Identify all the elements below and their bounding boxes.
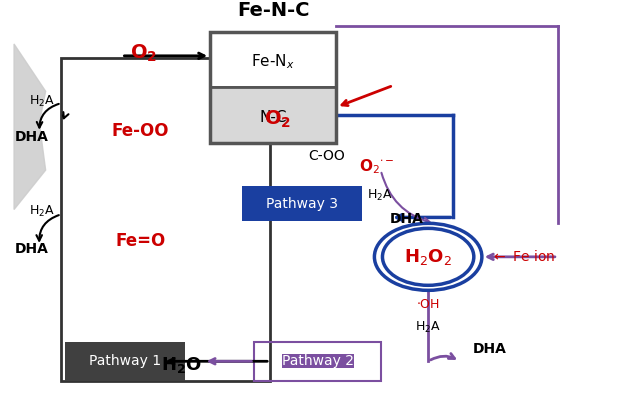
Text: O$_2$$^{\cdot-}$: O$_2$$^{\cdot-}$ [359,157,394,175]
Text: DHA: DHA [15,130,49,144]
Text: Fe-OO: Fe-OO [112,122,170,140]
Polygon shape [14,44,46,210]
Text: DHA: DHA [390,213,424,226]
Text: H$_2$A: H$_2$A [367,188,392,203]
FancyBboxPatch shape [65,341,185,381]
Text: H$_2$A: H$_2$A [415,320,441,335]
Text: $\leftarrow$ Fe ion: $\leftarrow$ Fe ion [491,249,556,264]
Text: Fe-N-C: Fe-N-C [237,1,309,20]
Text: H$_2$A: H$_2$A [29,93,55,109]
FancyBboxPatch shape [242,186,362,222]
Text: Pathway 3: Pathway 3 [265,197,338,211]
Text: Fe=O: Fe=O [116,232,166,250]
FancyBboxPatch shape [210,87,337,142]
Text: $\mathbf{O_2}$: $\mathbf{O_2}$ [130,43,157,64]
Text: Pathway 1: Pathway 1 [89,354,161,368]
Text: H$_2$A: H$_2$A [29,204,55,219]
Text: Pathway 2: Pathway 2 [281,354,354,368]
Text: $\cdot$OH: $\cdot$OH [416,298,440,311]
Text: $\mathbf{H_2O}$: $\mathbf{H_2O}$ [161,355,202,375]
Text: H$_2$O$_2$: H$_2$O$_2$ [404,247,452,267]
Text: N-C: N-C [260,110,287,125]
Text: DHA: DHA [472,341,506,356]
Text: C-OO: C-OO [308,149,345,163]
Text: Fe-N$_x$: Fe-N$_x$ [251,53,295,71]
FancyBboxPatch shape [210,32,337,87]
Text: DHA: DHA [15,242,49,256]
Text: $\mathbf{O_2}$: $\mathbf{O_2}$ [264,108,291,129]
